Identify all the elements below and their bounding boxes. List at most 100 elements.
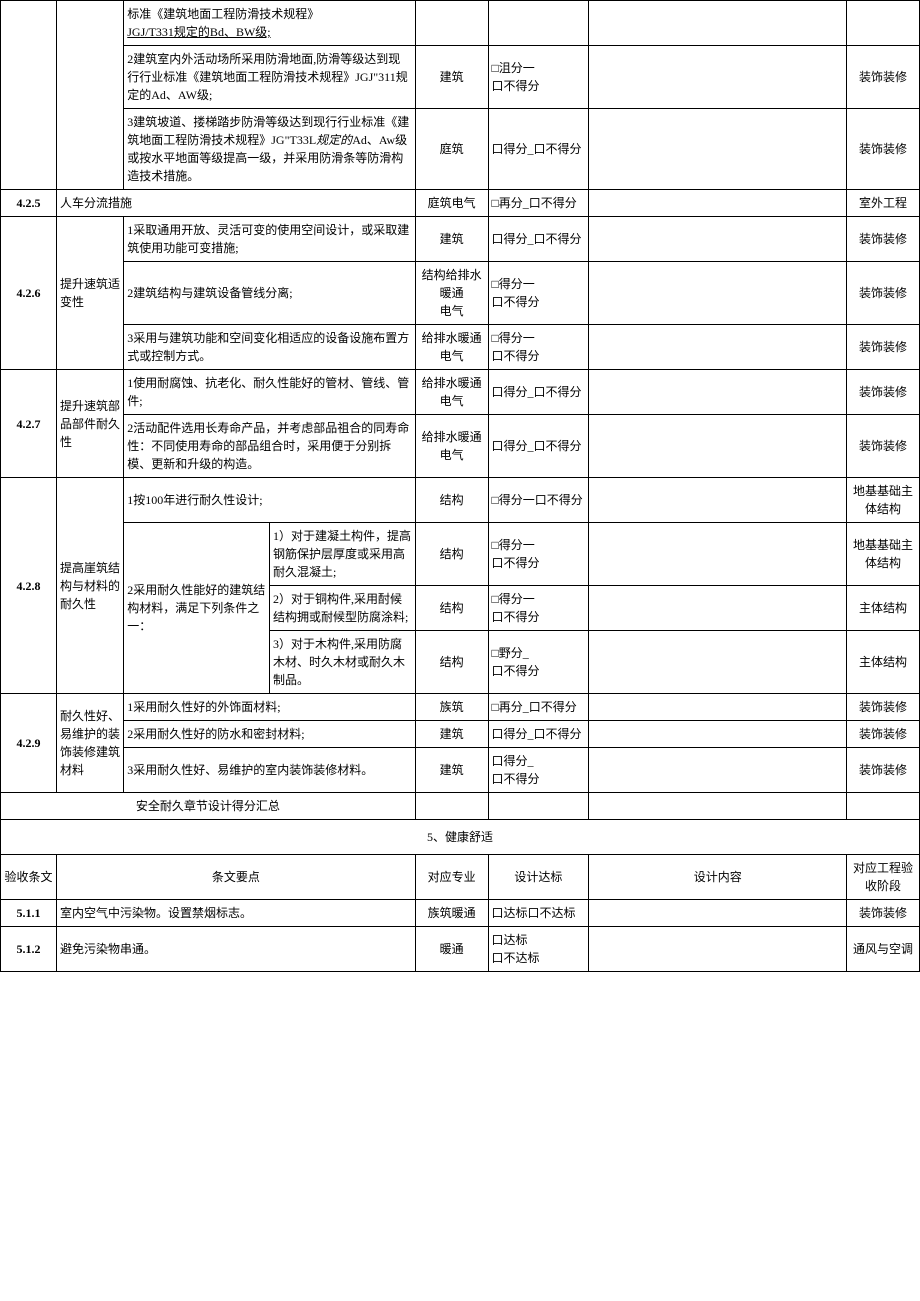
table-row: 3采用与建筑功能和空间变化相适应的设备设施布置方式或控制方式。 给排水暖通电气 …	[1, 325, 920, 370]
content-cell	[589, 586, 847, 631]
header-phase: 对应工程验收阶段	[847, 855, 920, 900]
table-row: 2采用耐久性能好的建筑结构材料，满足下列条件之一： 1）对于建凝土构件，提高钢筋…	[1, 523, 920, 586]
table-row: 4.2.7 提升速筑部品部件耐久性 1使用耐腐蚀、抗老化、耐久性能好的管材、管线…	[1, 370, 920, 415]
section-5-column-header-row: 验收条文 条文要点 对应专业 设计达标 设计内容 对应工程验收阶段	[1, 855, 920, 900]
score-cell: □得分一口不得分	[488, 478, 589, 523]
phase-cell: 主体结构	[847, 586, 920, 631]
standards-table: 标准《建筑地面工程防滑技术规程》 JGJ/T331规定的Bd、BW级; 2建筑室…	[0, 0, 920, 972]
score-cell: □得分一 口不得分	[488, 262, 589, 325]
table-row: 4.2.6 提升速筑适变性 1采取通用开放、灵活可变的使用空间设计，或采取建筑使…	[1, 217, 920, 262]
requirement-cell: 避免污染物串通。	[57, 927, 416, 972]
requirement-sub-cell: 3）对于木构件,采用防腐木材、时久木材或耐久木制品。	[269, 631, 415, 694]
score-cell: 口达标 口不达标	[488, 927, 589, 972]
table-row: 5.1.2 避免污染物串通。 暖通 口达标 口不达标 通风与空调	[1, 927, 920, 972]
score-cell: 口达标口不达标	[488, 900, 589, 927]
score-cell: □再分_口不得分	[488, 694, 589, 721]
code-cell: 4.2.9	[1, 694, 57, 793]
table-row: 4.2.9 耐久性好、易维护的装饰装修建筑材料 1采用耐久性好的外饰面材料; 族…	[1, 694, 920, 721]
phase-cell: 装饰装修	[847, 415, 920, 478]
code-cell: 5.1.2	[1, 927, 57, 972]
profession-cell: 建筑	[415, 46, 488, 109]
profession-cell: 结构	[415, 586, 488, 631]
requirement-sub-cell: 2）对于铜构件,采用酎候结构拥或耐候型防腐涂料;	[269, 586, 415, 631]
content-cell	[589, 415, 847, 478]
category-cell: 提升速筑适变性	[57, 217, 124, 370]
profession-cell: 族筑暖通	[415, 900, 488, 927]
content-cell	[589, 325, 847, 370]
score-cell	[488, 1, 589, 46]
summary-content	[589, 793, 847, 820]
profession-cell: 族筑	[415, 694, 488, 721]
phase-cell: 装饰装修	[847, 217, 920, 262]
content-cell	[589, 217, 847, 262]
code-cell: 4.2.5	[1, 190, 57, 217]
table-row: 4.2.8 提高崖筑结构与材料的耐久性 1按100年进行耐久性设计; 结构 □得…	[1, 478, 920, 523]
phase-cell: 装饰装修	[847, 694, 920, 721]
phase-cell: 装饰装修	[847, 325, 920, 370]
score-cell: □得分一 口不得分	[488, 523, 589, 586]
code-cell: 4.2.7	[1, 370, 57, 478]
requirement-cell: 2建筑室内外活动场所采用防滑地面,防滑等级达到现行行业标准《建筑地面工程防滑技术…	[124, 46, 415, 109]
content-cell	[589, 370, 847, 415]
content-cell	[589, 523, 847, 586]
phase-cell: 装饰装修	[847, 109, 920, 190]
content-cell	[589, 46, 847, 109]
profession-cell: 结构给排水暖通 电气	[415, 262, 488, 325]
table-row: 2建筑室内外活动场所采用防滑地面,防滑等级达到现行行业标准《建筑地面工程防滑技术…	[1, 46, 920, 109]
category-cell: 提高崖筑结构与材料的耐久性	[57, 478, 124, 694]
phase-cell: 装饰装修	[847, 900, 920, 927]
requirement-cell: 1采取通用开放、灵活可变的使用空间设计，或采取建筑使用功能可变措施;	[124, 217, 415, 262]
summary-prof	[415, 793, 488, 820]
requirement-cell: 2采用耐久性好的防水和密封材料;	[124, 721, 415, 748]
phase-cell: 装饰装修	[847, 370, 920, 415]
phase-cell: 地基基础主体结构	[847, 478, 920, 523]
header-content: 设计内容	[589, 855, 847, 900]
requirement-cell: 1使用耐腐蚀、抗老化、耐久性能好的管材、管线、管件;	[124, 370, 415, 415]
requirement-cell: 2活动配件选用长寿命产品，并考虑部品祖合的同寿命性：不同使用寿命的部品组合时，采…	[124, 415, 415, 478]
requirement-cell: 1按100年进行耐久性设计;	[124, 478, 415, 523]
phase-cell: 装饰装修	[847, 748, 920, 793]
header-prof: 对应专业	[415, 855, 488, 900]
phase-cell: 装饰装修	[847, 721, 920, 748]
score-cell: □得分一 口不得分	[488, 586, 589, 631]
profession-cell: 庭筑电气	[415, 190, 488, 217]
section-5-header-row: 5、健康舒适	[1, 820, 920, 855]
profession-cell: 结构	[415, 523, 488, 586]
profession-cell: 庭筑	[415, 109, 488, 190]
summary-phase	[847, 793, 920, 820]
score-cell: □得分一 口不得分	[488, 325, 589, 370]
category-cell: 人车分流措施	[57, 190, 416, 217]
category-cell: 提升速筑部品部件耐久性	[57, 370, 124, 478]
score-cell: 口得分_口不得分	[488, 217, 589, 262]
table-row: 2活动配件选用长寿命产品，并考虑部品祖合的同寿命性：不同使用寿命的部品组合时，采…	[1, 415, 920, 478]
content-cell	[589, 631, 847, 694]
requirement-cell: 3采用耐久性好、易维护的室内装饰装修材料。	[124, 748, 415, 793]
code-cell: 5.1.1	[1, 900, 57, 927]
header-score: 设计达标	[488, 855, 589, 900]
profession-cell: 给排水暖通电气	[415, 415, 488, 478]
table-row: 2建筑结构与建筑设备管线分离; 结构给排水暖通 电气 □得分一 口不得分 装饰装…	[1, 262, 920, 325]
phase-cell: 装饰装修	[847, 46, 920, 109]
score-cell: 口得分_口不得分	[488, 721, 589, 748]
table-row: 5.1.1 室内空气中污染物。设置禁烟标志。 族筑暖通 口达标口不达标 装饰装修	[1, 900, 920, 927]
profession-cell: 建筑	[415, 721, 488, 748]
phase-cell: 室外工程	[847, 190, 920, 217]
profession-cell: 结构	[415, 631, 488, 694]
summary-label: 安全耐久章节设计得分汇总	[1, 793, 416, 820]
table-row: 标准《建筑地面工程防滑技术规程》 JGJ/T331规定的Bd、BW级;	[1, 1, 920, 46]
requirement-main-cell: 2采用耐久性能好的建筑结构材料，满足下列条件之一：	[124, 523, 270, 694]
content-cell	[589, 694, 847, 721]
requirement-sub-cell: 1）对于建凝土构件，提高钢筋保护层厚度或采用高耐久混凝土;	[269, 523, 415, 586]
score-cell: 口得分_口不得分	[488, 370, 589, 415]
req-text-1: 标准《建筑地面工程防滑技术规程》	[127, 7, 319, 21]
requirement-cell: 3采用与建筑功能和空间变化相适应的设备设施布置方式或控制方式。	[124, 325, 415, 370]
requirement-cell: 2建筑结构与建筑设备管线分离;	[124, 262, 415, 325]
code-cell: 4.2.8	[1, 478, 57, 694]
code-cell	[1, 1, 57, 190]
requirement-cell: 标准《建筑地面工程防滑技术规程》 JGJ/T331规定的Bd、BW级;	[124, 1, 415, 46]
profession-cell	[415, 1, 488, 46]
profession-cell: 建筑	[415, 217, 488, 262]
profession-cell: 结构	[415, 478, 488, 523]
phase-cell: 装饰装修	[847, 262, 920, 325]
content-cell	[589, 721, 847, 748]
